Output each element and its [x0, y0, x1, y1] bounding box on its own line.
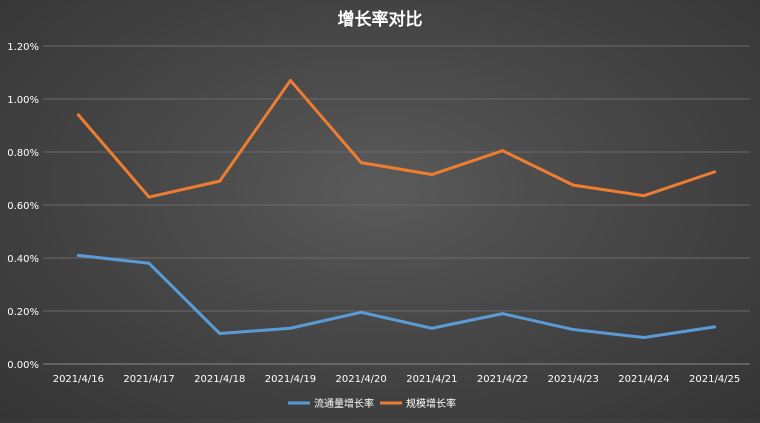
legend: 流通量增长率 规模增长率: [288, 397, 456, 410]
data-point: [288, 78, 292, 82]
data-point: [76, 253, 80, 257]
x-tick-label: 2021/4/17: [123, 374, 174, 385]
x-tick-label: 2021/4/21: [406, 374, 457, 385]
legend-label: 流通量增长率: [314, 397, 374, 410]
series-line: [76, 78, 717, 199]
y-tick-label: 1.20%: [7, 42, 39, 53]
data-point: [642, 336, 646, 339]
series-1: [76, 253, 717, 339]
x-tick-label: 2021/4/18: [194, 374, 245, 385]
data-point: [359, 161, 363, 165]
data-point: [147, 261, 151, 265]
legend-item: 规模增长率: [380, 397, 456, 410]
data-point: [571, 328, 575, 332]
y-tick-label: 0.80%: [7, 148, 39, 159]
data-point: [430, 326, 434, 330]
data-point: [76, 113, 80, 117]
series-2: [76, 78, 717, 199]
data-point: [571, 183, 575, 187]
data-point: [359, 310, 363, 314]
chart-title: 增长率对比: [338, 9, 423, 30]
legend-label: 规模增长率: [406, 397, 456, 410]
series-line: [76, 253, 717, 339]
data-point: [218, 332, 222, 336]
y-tick-label: 0.20%: [7, 307, 39, 318]
y-tick-label: 1.00%: [7, 95, 39, 106]
gridlines: [43, 45, 750, 365]
x-tick-label: 2021/4/19: [265, 374, 316, 385]
data-point: [501, 149, 505, 153]
data-point: [501, 312, 505, 316]
data-point: [218, 179, 222, 183]
x-tick-label: 2021/4/16: [53, 374, 104, 385]
y-tick-label: 0.00%: [7, 360, 39, 371]
data-point: [147, 195, 151, 199]
x-tick-label: 2021/4/22: [477, 374, 528, 385]
y-axis-tick-labels: 0.00% 0.20% 0.40% 0.60% 0.80% 1.00% 1.20%: [7, 42, 39, 371]
y-tick-label: 0.40%: [7, 254, 39, 265]
series-lines: [76, 78, 717, 339]
data-point: [713, 170, 717, 174]
data-point: [430, 173, 434, 177]
data-point: [288, 326, 292, 330]
x-tick-label: 2021/4/20: [336, 374, 387, 385]
x-tick-label: 2021/4/24: [618, 374, 669, 385]
x-tick-label: 2021/4/25: [689, 374, 740, 385]
data-point: [713, 325, 717, 329]
data-point: [642, 194, 646, 198]
x-axis-tick-labels: 2021/4/16 2021/4/17 2021/4/18 2021/4/19 2021…: [53, 374, 741, 385]
y-tick-label: 0.60%: [7, 201, 39, 212]
legend-item: 流通量增长率: [288, 397, 374, 410]
x-tick-label: 2021/4/23: [548, 374, 599, 385]
